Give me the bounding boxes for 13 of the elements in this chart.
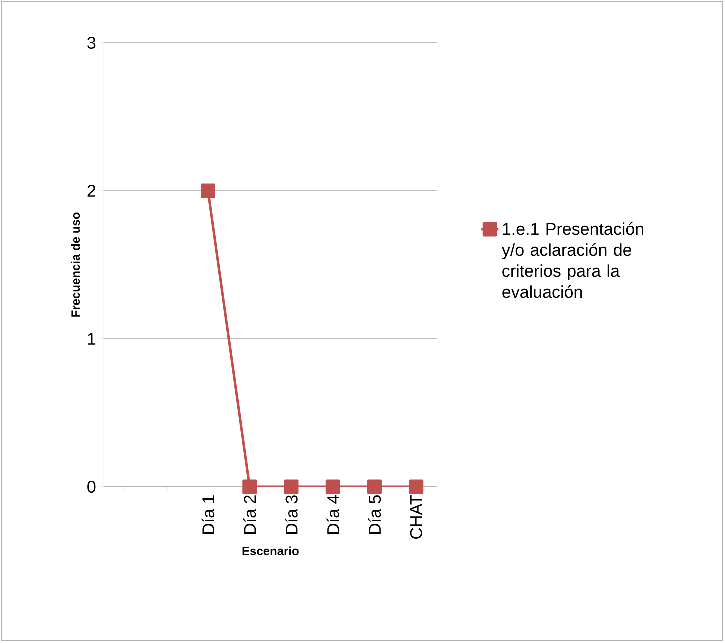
x-tick-label: Día 3 (285, 496, 298, 534)
legend-label: 1.e.1 Presentación y/o aclaración de criterios para la evaluación (502, 222, 644, 298)
y-tick-label: 3 (88, 36, 96, 50)
y-tick-label: 0 (88, 480, 96, 494)
x-tick-label: Día 4 (326, 495, 340, 534)
x-tick-label: Día 1 (202, 496, 215, 534)
y-tick-label: 1 (88, 333, 96, 345)
x-axis-title: Escenario (242, 546, 299, 556)
y-axis-title: Frecuencia de uso (71, 212, 80, 317)
y-tick-label: 2 (88, 185, 96, 197)
x-tick-label: Día 5 (368, 496, 382, 534)
x-tick-label: CHAT (410, 495, 422, 539)
x-tick-label: Día 2 (244, 496, 256, 534)
